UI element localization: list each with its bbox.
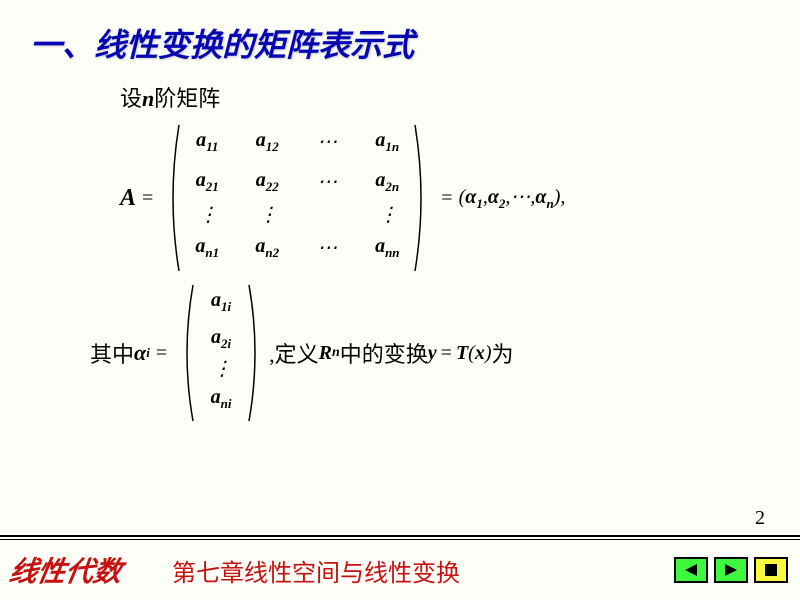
matrix-grid: a11 a12 ⋯ a1n a21 a22 ⋯ a2n ⋮ ⋮ ⋮ an1 an…	[181, 123, 413, 273]
matrix-cell: a1n	[369, 129, 405, 161]
vec-paren-open: (	[468, 342, 475, 365]
equals-3: =	[156, 342, 167, 365]
course-name: 线性代数	[6, 550, 125, 590]
vector-equation: 其中 αi = a1i a2i ⋮ ani ,定义 Rn 中的变换 y = T …	[90, 283, 770, 423]
vec-post1: ,定义	[269, 337, 319, 369]
page-number: 2	[755, 507, 765, 530]
matrix-cell: a11	[189, 129, 225, 161]
matrix-cell: an1	[189, 235, 225, 267]
footer: 线性代数 第七章线性空间与线性变换	[0, 550, 800, 590]
right-paren-icon	[413, 123, 429, 273]
square-icon	[764, 563, 778, 577]
vec-post2: 中的变换	[340, 337, 428, 369]
vector-cell: a2i	[203, 326, 239, 357]
triangle-left-icon	[683, 563, 699, 577]
stop-button[interactable]	[754, 557, 788, 583]
chapter-name: 第七章线性空间与线性变换	[172, 553, 460, 588]
matrix-lhs-A: A	[120, 185, 136, 212]
left-paren-icon	[179, 283, 195, 423]
intro-line: 设n阶矩阵	[120, 81, 770, 113]
matrix-cell	[309, 209, 345, 227]
vector-grid: a1i a2i ⋮ ani	[195, 283, 247, 423]
matrix-cell: ⋮	[189, 209, 225, 227]
triangle-right-icon	[723, 563, 739, 577]
vector-cell: ⋮	[203, 363, 239, 380]
vec-T: T	[456, 342, 468, 365]
matrix-cell: ⋯	[309, 169, 345, 201]
matrix-equation: A = a11 a12 ⋯ a1n a21 a22 ⋯ a2n ⋮ ⋮ ⋮ an…	[120, 123, 770, 273]
matrix-cell: ⋮	[369, 209, 405, 227]
matrix-cell: a12	[249, 129, 285, 161]
equals-2: =	[441, 187, 452, 210]
vec-x: x	[475, 342, 485, 365]
matrix-cell: ann	[369, 235, 405, 267]
vec-paren-close: )	[485, 342, 492, 365]
next-button[interactable]	[714, 557, 748, 583]
vec-post3: 为	[492, 337, 514, 369]
section-title: 一、线性变换的矩阵表示式	[30, 20, 770, 66]
matrix-cell: an2	[249, 235, 285, 267]
vector-cell: a1i	[203, 289, 239, 320]
vec-alpha: α	[134, 340, 146, 366]
matrix-brackets: a11 a12 ⋯ a1n a21 a22 ⋯ a2n ⋮ ⋮ ⋮ an1 an…	[165, 123, 429, 273]
vec-pre: 其中	[90, 337, 134, 369]
right-paren-icon	[247, 283, 263, 423]
matrix-cell: a2n	[369, 169, 405, 201]
rhs-tuple: (α1,α2,⋯,αn),	[459, 184, 566, 212]
equals-1: =	[142, 187, 153, 210]
vec-y: y	[428, 342, 437, 365]
matrix-cell: ⋯	[309, 235, 345, 267]
matrix-cell: ⋯	[309, 129, 345, 161]
vector-brackets: a1i a2i ⋮ ani	[179, 283, 263, 423]
equals-4: =	[441, 342, 452, 365]
horizontal-rule	[0, 535, 800, 540]
matrix-cell: a21	[189, 169, 225, 201]
vec-R: R	[319, 342, 332, 365]
prev-button[interactable]	[674, 557, 708, 583]
vec-alpha-sub: i	[146, 345, 150, 361]
vec-R-sup: n	[332, 345, 340, 361]
matrix-cell: a22	[249, 169, 285, 201]
intro-n: n	[142, 86, 154, 111]
vector-cell: ani	[203, 386, 239, 417]
matrix-cell: ⋮	[249, 209, 285, 227]
nav-buttons	[674, 557, 788, 583]
intro-pre: 设	[120, 86, 142, 111]
intro-post: 阶矩阵	[154, 86, 220, 111]
left-paren-icon	[165, 123, 181, 273]
